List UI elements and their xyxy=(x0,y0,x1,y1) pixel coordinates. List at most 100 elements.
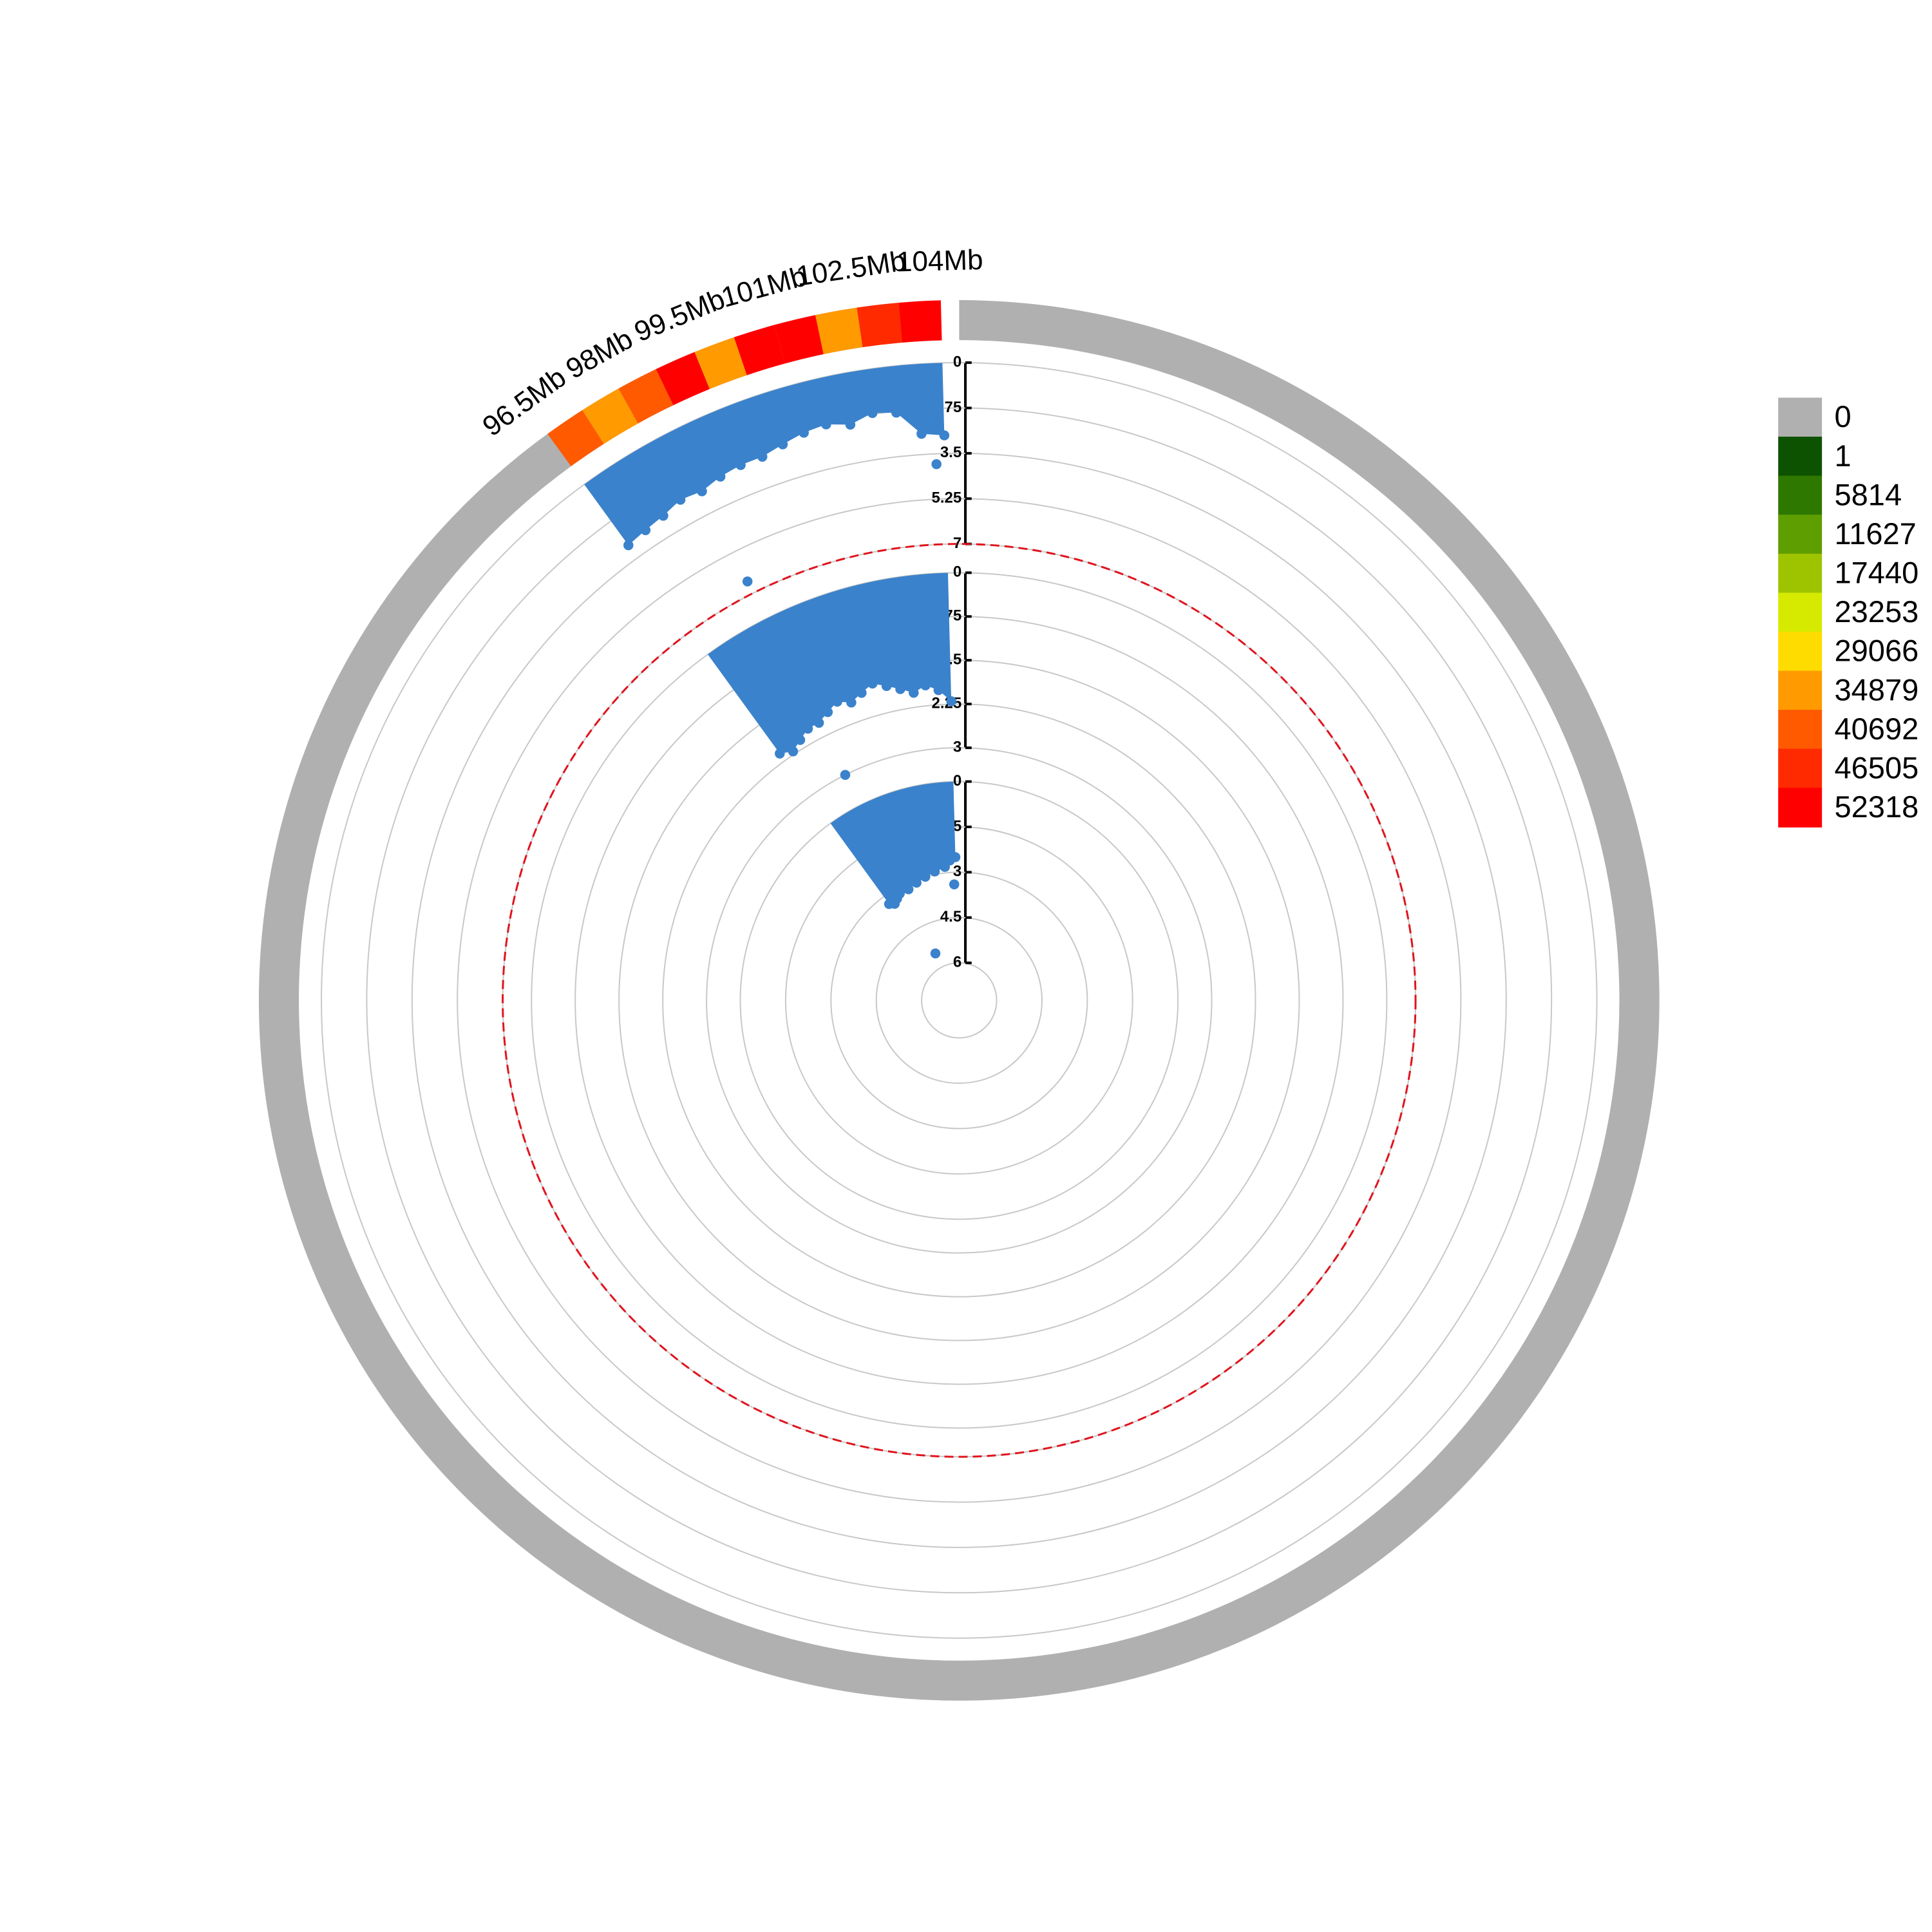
legend-swatch xyxy=(1778,475,1823,516)
grid-circle xyxy=(531,572,1388,1429)
point xyxy=(802,723,813,734)
point xyxy=(675,495,686,505)
legend-swatch xyxy=(1778,748,1823,789)
legend-label: 5814 xyxy=(1835,477,1902,511)
y-tick-label: 2.25 xyxy=(931,695,961,712)
legend-label: 34879 xyxy=(1835,672,1919,706)
legend-label: 23253 xyxy=(1835,594,1919,629)
legend-swatch xyxy=(1778,437,1823,477)
y-tick-label: 0 xyxy=(953,772,961,790)
point xyxy=(735,460,746,470)
grid-circle xyxy=(662,703,1256,1298)
density-segment xyxy=(774,315,824,364)
legend-swatch xyxy=(1778,631,1823,672)
point xyxy=(867,408,878,419)
point xyxy=(916,428,927,439)
density-segment xyxy=(857,303,902,348)
point xyxy=(857,688,867,698)
point xyxy=(939,430,950,440)
position-label: 104Mb xyxy=(896,244,983,278)
point xyxy=(697,486,707,497)
grid-circle xyxy=(784,826,1133,1175)
legend-swatch xyxy=(1778,397,1823,438)
y-tick-label: 0 xyxy=(953,564,961,581)
legend-swatch xyxy=(1778,710,1823,750)
legend-label: 1 xyxy=(1835,439,1852,473)
point xyxy=(742,576,753,587)
point xyxy=(715,471,726,482)
point xyxy=(903,884,914,895)
point xyxy=(640,525,651,535)
signal-band xyxy=(707,573,952,754)
point xyxy=(895,684,905,694)
density-segment xyxy=(582,388,638,444)
density-segment xyxy=(815,307,863,355)
y-tick-label: 0 xyxy=(953,353,961,370)
point xyxy=(930,948,941,959)
y-tick-label: 3.5 xyxy=(940,444,961,461)
y-tick-label: 4.5 xyxy=(940,908,961,925)
density-segment xyxy=(734,325,785,375)
grid-circle xyxy=(875,916,1043,1084)
grid-circle xyxy=(706,747,1213,1254)
density-segment xyxy=(547,410,604,466)
density-segment xyxy=(694,337,747,390)
point xyxy=(821,419,831,430)
point xyxy=(891,407,902,418)
point xyxy=(909,687,919,698)
legend-label: 11627 xyxy=(1835,516,1917,551)
legend-label: 52318 xyxy=(1835,790,1919,824)
point xyxy=(813,717,824,728)
grid-circle xyxy=(921,962,998,1039)
grid-circle xyxy=(321,362,1598,1639)
grid-circle xyxy=(366,407,1553,1594)
point xyxy=(795,735,806,745)
point xyxy=(933,685,944,696)
point xyxy=(845,419,856,430)
chromosome-ring xyxy=(258,300,1660,1701)
threshold-line xyxy=(502,543,1417,1458)
point xyxy=(920,680,931,691)
y-tick-label: 3 xyxy=(953,863,961,880)
legend-label: 0 xyxy=(1835,399,1852,433)
grid-circle xyxy=(618,659,1300,1341)
point xyxy=(840,770,851,781)
grid-circle xyxy=(502,543,1417,1458)
grid-circle xyxy=(457,498,1462,1503)
grid-circle xyxy=(574,616,1344,1385)
point xyxy=(777,439,788,450)
legend-label: 40692 xyxy=(1835,712,1919,746)
point xyxy=(846,697,857,708)
point xyxy=(950,852,961,862)
position-label: 99.5Mb xyxy=(630,283,729,348)
legend-swatch xyxy=(1778,670,1823,711)
point xyxy=(799,428,809,438)
legend-swatch xyxy=(1778,788,1823,828)
density-segment xyxy=(898,300,942,343)
legend-label: 46505 xyxy=(1835,750,1919,784)
y-tick-label: 3 xyxy=(953,739,961,756)
point xyxy=(757,451,768,462)
point xyxy=(931,459,942,469)
point xyxy=(881,681,892,692)
y-tick-label: 7 xyxy=(953,535,961,552)
y-tick-label: 5.25 xyxy=(931,489,961,507)
point xyxy=(623,540,634,551)
point xyxy=(775,748,785,759)
chromosome-ring xyxy=(940,300,960,341)
point xyxy=(949,879,960,890)
position-label: 98Mb xyxy=(561,323,638,385)
legend-swatch xyxy=(1778,515,1823,554)
density-segment xyxy=(618,369,674,424)
grid-circle xyxy=(411,452,1507,1548)
point xyxy=(658,511,668,521)
point xyxy=(832,696,842,707)
legend-swatch xyxy=(1778,592,1823,632)
density-segment xyxy=(656,352,710,406)
grid-circle xyxy=(830,871,1088,1130)
legend-label: 17440 xyxy=(1835,556,1919,590)
legend-swatch xyxy=(1778,553,1823,594)
legend-label: 29066 xyxy=(1835,634,1919,668)
point xyxy=(788,746,799,757)
